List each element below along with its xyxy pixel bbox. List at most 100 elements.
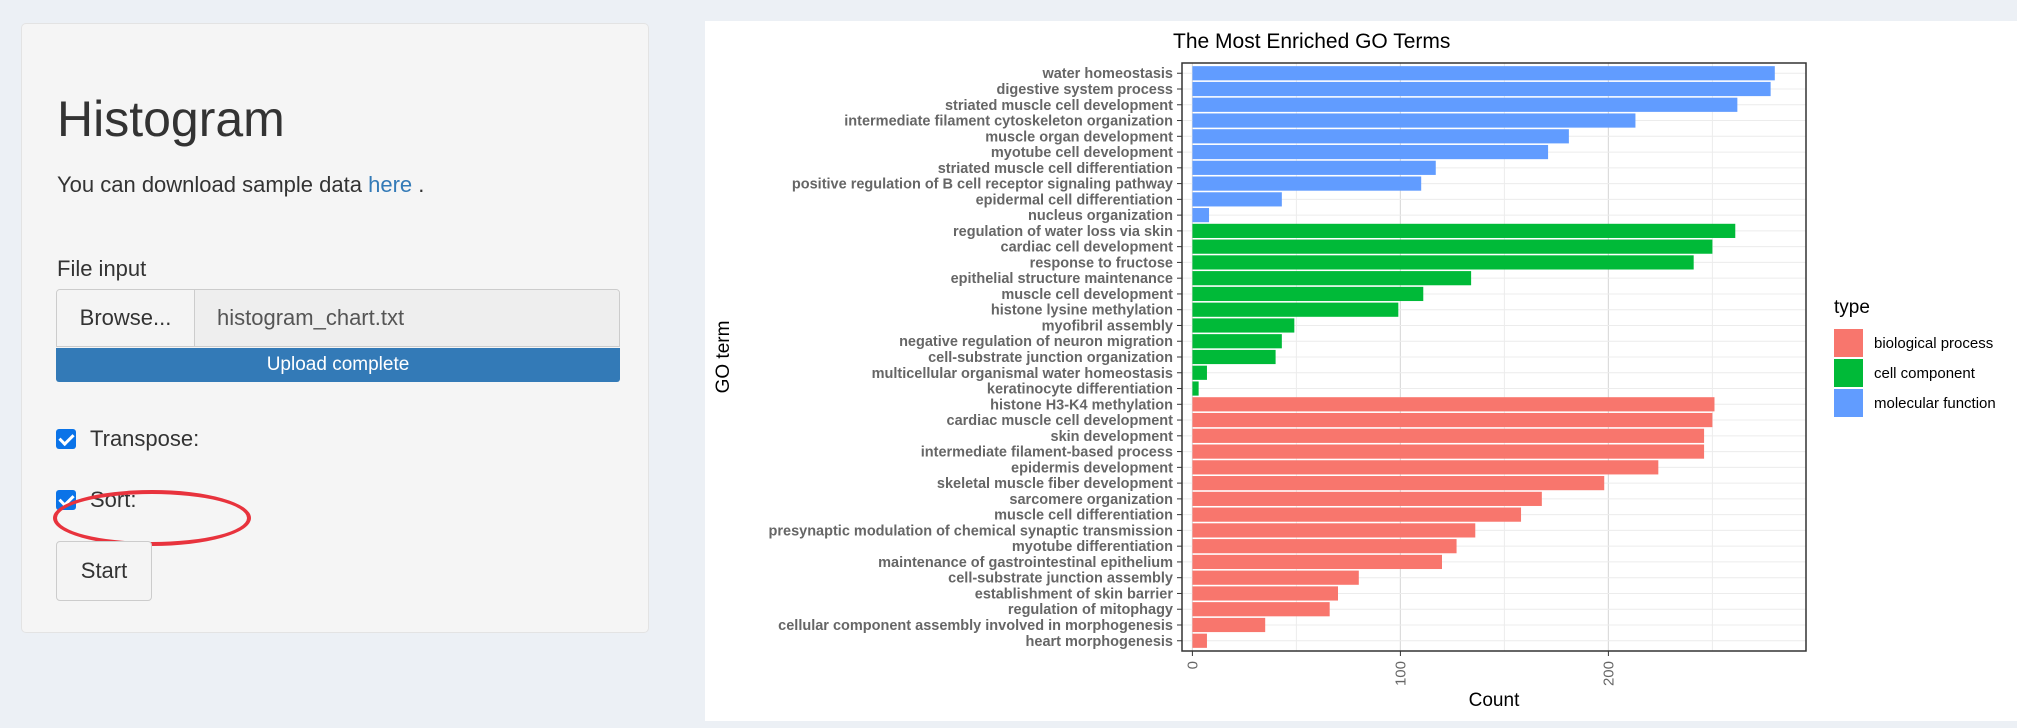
x-axis-title: Count (1469, 690, 1520, 711)
y-tick-label: muscle cell development (1001, 287, 1173, 303)
bar (1192, 617, 1266, 633)
bar (1192, 633, 1207, 648)
bar (1192, 66, 1775, 81)
chart-title: The Most Enriched GO Terms (1173, 30, 1450, 53)
y-tick-label: epithelial structure maintenance (951, 271, 1173, 287)
y-tick-label: response to fructose (1030, 255, 1173, 271)
bar (1192, 554, 1442, 570)
bar (1192, 192, 1282, 207)
bar (1192, 539, 1457, 554)
y-tick-label: intermediate filament-based process (921, 445, 1173, 461)
y-tick-label: myotube cell development (991, 145, 1173, 161)
bar (1192, 444, 1705, 459)
sort-highlight-annotation (53, 490, 251, 546)
bar (1192, 334, 1282, 349)
sidebar-panel: Histogram You can download sample data h… (21, 23, 649, 633)
y-tick-label: histone H3-K4 methylation (990, 397, 1173, 413)
legend-swatch (1834, 389, 1863, 417)
y-tick-label: water homeostasis (1041, 66, 1173, 82)
file-name-field[interactable]: histogram_chart.txt (195, 290, 619, 346)
y-tick-label: heart morphogenesis (1026, 634, 1173, 650)
bar (1192, 81, 1771, 97)
y-tick-label: regulation of water loss via skin (953, 224, 1173, 240)
x-tick-label: 100 (1392, 661, 1409, 686)
bar (1192, 129, 1569, 144)
y-tick-label: myofibril assembly (1042, 318, 1173, 334)
y-tick-label: intermediate filament cytoskeleton organ… (844, 114, 1173, 130)
y-tick-label: presynaptic modulation of chemical synap… (769, 523, 1174, 539)
bar (1192, 239, 1713, 254)
legend-title: type (1834, 297, 1870, 318)
page-title: Histogram (57, 91, 285, 147)
bar (1192, 176, 1422, 191)
bar (1192, 602, 1330, 617)
bar (1192, 460, 1659, 475)
y-axis-title: GO term (713, 321, 734, 394)
y-tick-label: epidermis development (1011, 460, 1173, 476)
bar (1192, 507, 1522, 522)
legend-label: cell component (1874, 365, 1976, 382)
start-button[interactable]: Start (56, 541, 152, 601)
y-tick-label: negative regulation of neuron migration (899, 334, 1173, 350)
bar (1192, 302, 1399, 317)
y-tick-label: maintenance of gastrointestinal epitheli… (878, 555, 1173, 571)
upload-progress-bar: Upload complete (56, 348, 620, 382)
y-tick-label: myotube differentiation (1012, 539, 1173, 555)
bar (1192, 491, 1542, 506)
bar (1192, 223, 1736, 238)
y-tick-label: sarcomere organization (1009, 492, 1173, 508)
bar (1192, 523, 1476, 538)
y-tick-label: cell-substrate junction assembly (948, 571, 1173, 587)
bar (1192, 286, 1424, 302)
bar (1192, 144, 1549, 160)
y-tick-label: muscle cell differentiation (994, 508, 1173, 524)
bar (1192, 365, 1207, 380)
legend-label: molecular function (1874, 395, 1996, 412)
transpose-checkbox[interactable] (56, 429, 76, 449)
y-tick-label: digestive system process (996, 82, 1173, 98)
bar (1192, 97, 1738, 112)
y-tick-label: histone lysine methylation (991, 303, 1173, 319)
bar (1192, 271, 1472, 286)
bar (1192, 255, 1694, 270)
y-tick-label: striated muscle cell development (945, 98, 1173, 114)
file-input-label: File input (57, 256, 147, 281)
browse-button[interactable]: Browse... (57, 290, 195, 346)
bar (1192, 586, 1338, 601)
y-tick-label: keratinocyte differentiation (987, 382, 1173, 398)
sample-data-text: You can download sample data here . (57, 172, 424, 198)
y-tick-label: cardiac cell development (1001, 240, 1174, 256)
y-tick-label: establishment of skin barrier (975, 586, 1174, 602)
legend-swatch (1834, 329, 1863, 357)
sample-data-link[interactable]: here (368, 172, 413, 197)
chart-panel: The Most Enriched GO Terms water homeosta… (705, 21, 2017, 721)
plot-border (1181, 62, 1807, 652)
y-tick-label: cell-substrate junction organization (928, 350, 1173, 366)
y-tick-label: nucleus organization (1028, 208, 1173, 224)
y-tick-label: striated muscle cell differentiation (938, 161, 1173, 177)
legend-swatch (1834, 359, 1863, 387)
bar (1192, 318, 1295, 333)
bar (1192, 570, 1359, 585)
bar (1192, 412, 1713, 428)
y-tick-label: positive regulation of B cell receptor s… (792, 177, 1173, 193)
y-tick-label: muscle organ development (985, 129, 1173, 145)
bar (1192, 428, 1705, 443)
y-tick-label: epidermal cell differentiation (976, 192, 1173, 208)
transpose-option: Transpose: (56, 426, 199, 452)
bar (1192, 349, 1276, 365)
bar (1192, 160, 1436, 175)
x-tick-label: 0 (1184, 661, 1201, 669)
y-tick-label: multicellular organismal water homeostas… (872, 366, 1173, 382)
bar (1192, 208, 1210, 223)
y-tick-label: cardiac muscle cell development (947, 413, 1174, 429)
transpose-label: Transpose: (90, 426, 200, 451)
x-tick-label: 200 (1600, 661, 1617, 686)
sample-data-prefix: You can download sample data (57, 172, 362, 197)
y-tick-label: regulation of mitophagy (1008, 602, 1173, 618)
legend-label: biological process (1874, 335, 1993, 352)
y-tick-label: cellular component assembly involved in … (778, 618, 1173, 634)
y-tick-label: skeletal muscle fiber development (937, 476, 1173, 492)
y-tick-label: skin development (1051, 429, 1174, 445)
